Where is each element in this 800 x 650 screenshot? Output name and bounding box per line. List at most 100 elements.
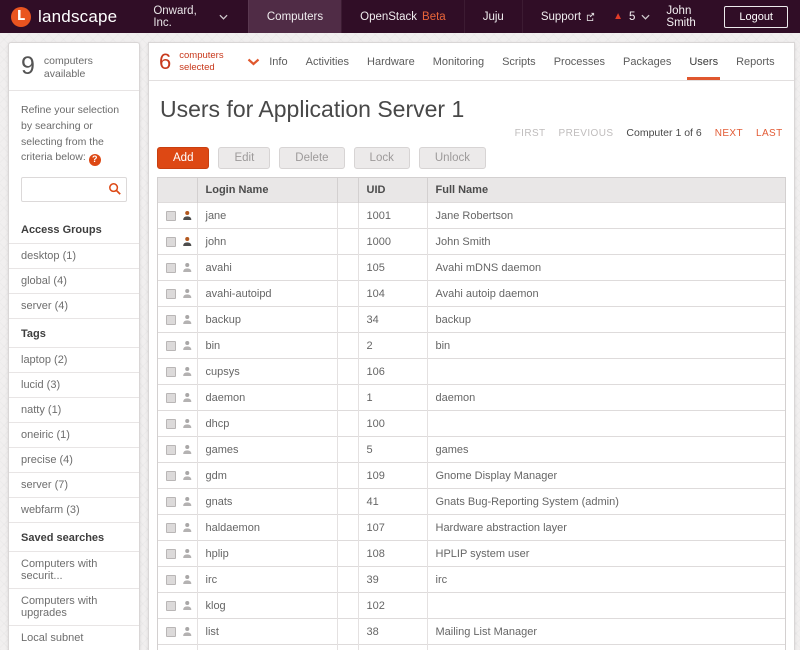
- nav-openstack[interactable]: OpenStack Beta: [341, 0, 464, 33]
- row-checkbox[interactable]: [166, 418, 176, 429]
- row-checkbox[interactable]: [166, 210, 176, 221]
- cell-uid: 34: [358, 306, 428, 333]
- tab-reports[interactable]: Reports: [736, 55, 775, 68]
- alerts-menu[interactable]: ▲ 5: [613, 11, 650, 23]
- pagination-last[interactable]: LAST: [756, 127, 783, 139]
- row-checkbox[interactable]: [166, 392, 176, 403]
- cell-fullname: HPLIP system user: [427, 540, 785, 567]
- cell-lock: [337, 384, 359, 411]
- sidebar-item-oneiric-1-[interactable]: oneiric (1): [9, 422, 139, 447]
- sidebar-item-computers-with-upgrades[interactable]: Computers with upgrades: [9, 588, 139, 625]
- edit-button[interactable]: Edit: [218, 147, 271, 169]
- sidebar-group-title: Saved searches: [9, 522, 139, 551]
- row-checkbox[interactable]: [166, 236, 176, 247]
- search-icon[interactable]: [108, 182, 122, 199]
- tab-scripts[interactable]: Scripts: [502, 55, 536, 68]
- sidebar-item-desktop-1-[interactable]: desktop (1): [9, 243, 139, 268]
- help-icon[interactable]: ?: [88, 154, 101, 167]
- cell-lock: [337, 592, 359, 619]
- users-table: Login Name UID Full Name jane 1001 Jane Ro…: [158, 178, 785, 650]
- tab-hardware[interactable]: Hardware: [367, 55, 415, 68]
- header-login-name: Login Name: [197, 178, 338, 203]
- cell-fullname: Gnome Display Manager: [427, 462, 785, 489]
- user-icon: [183, 575, 192, 584]
- chevron-down-icon[interactable]: [247, 58, 260, 66]
- pagination-current: Computer 1 of 6: [626, 127, 702, 139]
- tab-users[interactable]: Users: [680, 43, 727, 80]
- pagination-previous[interactable]: PREVIOUS: [558, 127, 614, 139]
- sidebar-item-precise-4-[interactable]: precise (4): [9, 447, 139, 472]
- cell-uid: 106: [358, 358, 428, 385]
- table-row: gnats 41 Gnats Bug-Reporting System (admin…: [158, 488, 785, 515]
- sidebar-item-server-7-[interactable]: server (7): [9, 472, 139, 497]
- add-button[interactable]: Add: [157, 147, 210, 169]
- sidebar-item-webfarm-3-[interactable]: webfarm (3): [9, 497, 139, 522]
- cell-lock: [337, 462, 359, 489]
- cell-uid: 100: [358, 410, 428, 437]
- nav-juju[interactable]: Juju: [463, 0, 522, 33]
- row-checkbox[interactable]: [166, 366, 176, 377]
- cell-fullname: Gnats Bug-Reporting System (admin): [427, 488, 785, 515]
- tab-packages[interactable]: Packages: [623, 55, 672, 68]
- row-checkbox[interactable]: [166, 288, 176, 299]
- cell-uid: 102: [358, 592, 428, 619]
- row-checkbox[interactable]: [166, 340, 176, 351]
- nav-computers[interactable]: Computers: [247, 0, 342, 33]
- cell-uid: 39: [358, 566, 428, 593]
- sidebar-item-global-4-[interactable]: global (4): [9, 268, 139, 293]
- cell-uid: 1000: [358, 228, 428, 255]
- row-checkbox[interactable]: [166, 496, 176, 507]
- nav-support[interactable]: Support: [521, 0, 613, 33]
- sidebar-item-server-4-[interactable]: server (4): [9, 293, 139, 318]
- tab-processes[interactable]: Processes: [553, 55, 606, 68]
- header-select: [158, 178, 198, 203]
- cell-fullname: daemon: [427, 384, 785, 411]
- available-count: 9: [21, 52, 35, 80]
- delete-button[interactable]: Delete: [279, 147, 345, 169]
- sidebar-item-computers-with-securit-[interactable]: Computers with securit...: [9, 551, 139, 588]
- tab-activities[interactable]: Activities: [305, 55, 350, 68]
- brand[interactable]: L landscape: [0, 0, 133, 33]
- row-checkbox[interactable]: [166, 444, 176, 455]
- sidebar-item-local-subnet[interactable]: Local subnet: [9, 625, 139, 650]
- tab-info[interactable]: Info: [269, 55, 288, 68]
- user-icon: [183, 445, 192, 454]
- org-switcher[interactable]: Onward, Inc.: [133, 0, 248, 33]
- cell-select: [158, 410, 198, 437]
- row-checkbox[interactable]: [166, 314, 176, 325]
- row-checkbox[interactable]: [166, 548, 176, 559]
- user-icon: [183, 393, 192, 402]
- row-checkbox[interactable]: [166, 574, 176, 585]
- cell-uid: 1001: [358, 202, 428, 229]
- cell-login: avahi: [197, 254, 338, 281]
- cell-login: daemon: [197, 384, 338, 411]
- cell-fullname: backup: [427, 306, 785, 333]
- cell-uid: 105: [358, 254, 428, 281]
- sidebar-item-laptop-2-[interactable]: laptop (2): [9, 347, 139, 372]
- header-uid: UID: [358, 178, 428, 203]
- row-checkbox[interactable]: [166, 626, 176, 637]
- cell-lock: [337, 514, 359, 541]
- table-row: daemon 1 daemon: [158, 384, 785, 411]
- search-input[interactable]: [21, 177, 127, 203]
- row-checkbox[interactable]: [166, 600, 176, 611]
- user-icon: [183, 211, 192, 220]
- row-checkbox[interactable]: [166, 470, 176, 481]
- main-panel: 6 computers selected Info Activities Hardw…: [148, 42, 795, 650]
- header-lock: [337, 178, 359, 203]
- lock-button[interactable]: Lock: [353, 147, 410, 169]
- row-checkbox[interactable]: [166, 522, 176, 533]
- sidebar-item-natty-1-[interactable]: natty (1): [9, 397, 139, 422]
- row-checkbox[interactable]: [166, 262, 176, 273]
- unlock-button[interactable]: Unlock: [418, 147, 486, 169]
- main-header: 6 computers selected Info Activities Hardw…: [149, 43, 794, 81]
- cell-login: cupsys: [197, 358, 338, 385]
- pagination-next[interactable]: NEXT: [714, 127, 743, 139]
- sidebar-item-lucid-3-[interactable]: lucid (3): [9, 372, 139, 397]
- cell-lock: [337, 488, 359, 515]
- pagination-first[interactable]: FIRST: [514, 127, 546, 139]
- tab-monitoring[interactable]: Monitoring: [432, 55, 485, 68]
- logout-button[interactable]: Logout: [724, 5, 788, 28]
- cell-uid: 104: [358, 280, 428, 307]
- selected-computers[interactable]: 6 computers selected: [159, 43, 260, 80]
